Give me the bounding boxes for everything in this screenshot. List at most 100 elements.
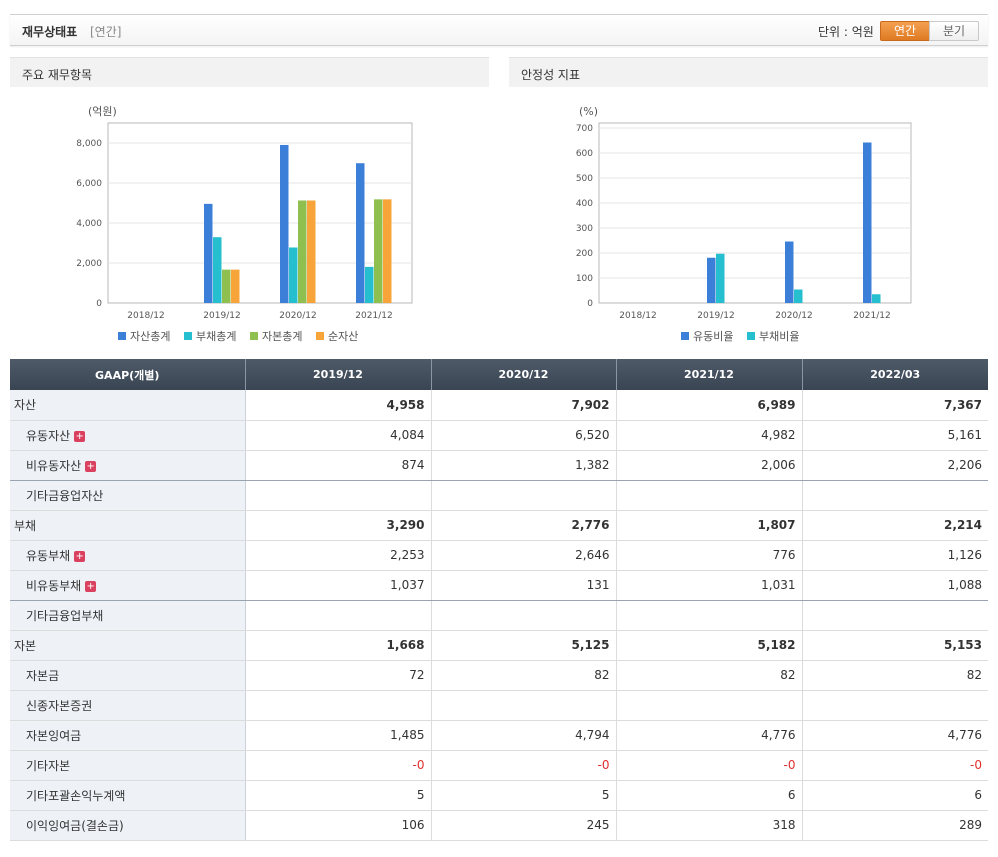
x-tick-label: 2019/12 (203, 311, 240, 321)
bar-순자산 (231, 269, 240, 303)
value-cell: 4,776 (802, 720, 988, 751)
expand-plus-icon[interactable]: + (74, 550, 86, 562)
value-cell (431, 690, 617, 721)
row-label: 비유동부채 (26, 578, 82, 593)
y-tick-label: 500 (576, 174, 593, 184)
table-row: 신종자본증권 (10, 690, 988, 721)
row-label: 기타금융업자산 (26, 488, 104, 503)
unit-label: 단위 : 억원 (818, 25, 874, 39)
period-subtitle: [연간] (90, 25, 122, 39)
row-label: 기타금융업부채 (26, 608, 104, 623)
table-row: 기타금융업자산 (10, 480, 988, 511)
major-items-chart: (억원) 0 2,000 4,000 6,000 8,000 2018/12 2019/12 2… (76, 105, 413, 343)
value-cell: 1,088 (802, 570, 988, 601)
value-cell: 289 (802, 810, 988, 841)
value-cell: 82 (802, 660, 988, 691)
table-row: 자본금 72 82 82 82 (10, 660, 988, 691)
y-tick-label: 2,000 (76, 259, 102, 269)
table-row: 자본 1,668 5,125 5,182 5,153 (10, 630, 988, 661)
value-cell: 4,084 (245, 420, 432, 451)
row-label: 유동부채 (26, 548, 71, 563)
table-row: 자산 4,958 7,902 6,989 7,367 (10, 390, 988, 421)
value-cell: 1,807 (616, 510, 803, 541)
x-tick-label: 2019/12 (697, 311, 734, 321)
value-cell: 6,520 (431, 420, 617, 451)
major-items-panel: 주요 재무항목 (억원) 0 2,000 4,000 6,000 8,000 2018/12… (10, 57, 489, 357)
value-cell: 2,646 (431, 540, 617, 571)
row-label-cell[interactable]: 유동자산 + (10, 420, 246, 451)
value-cell: 1,668 (245, 630, 432, 661)
row-label: 자산 (14, 398, 37, 413)
row-label-cell: 부채 (10, 510, 246, 541)
bar-부채비율 (872, 294, 881, 303)
value-cell: -0 (802, 750, 988, 781)
legend-label: 부채총계 (196, 330, 236, 343)
row-label: 기타자본 (26, 758, 71, 773)
value-cell: 1,485 (245, 720, 432, 751)
quarter-toggle-button[interactable]: 분기 (929, 21, 979, 41)
value-cell: 5 (431, 780, 617, 811)
expand-plus-icon[interactable]: + (74, 430, 86, 442)
table-row: 기타포괄손익누계액 5 5 6 6 (10, 780, 988, 811)
row-label: 비유동자산 (26, 458, 82, 473)
bar-자본총계 (374, 199, 383, 303)
row-label-cell[interactable]: 비유동자산 + (10, 450, 246, 481)
annual-toggle-button[interactable]: 연간 (880, 21, 930, 41)
legend-label: 자산총계 (130, 330, 170, 343)
value-cell: 4,982 (616, 420, 803, 451)
bar-자산총계 (356, 163, 365, 303)
x-tick-label: 2018/12 (127, 311, 164, 321)
value-cell: 776 (616, 540, 803, 571)
value-cell: 131 (431, 570, 617, 601)
legend-swatch (118, 332, 126, 340)
statement-title: 재무상태표 (22, 25, 78, 39)
value-cell: -0 (616, 750, 803, 781)
bar-부채비율 (794, 289, 803, 303)
legend-label: 부채비율 (759, 330, 799, 343)
value-cell: -0 (245, 750, 432, 781)
value-cell: 874 (245, 450, 432, 481)
row-label-cell[interactable]: 유동부채 + (10, 540, 246, 571)
x-tick-label: 2018/12 (619, 311, 656, 321)
y-axis-unit-label: (%) (579, 105, 598, 118)
value-cell: 82 (616, 660, 803, 691)
value-cell (245, 600, 432, 631)
row-label-cell: 자본잉여금 (10, 720, 246, 751)
expand-plus-icon[interactable]: + (85, 460, 97, 472)
bar-부채총계 (365, 266, 374, 303)
row-label-cell: 기타포괄손익누계액 (10, 780, 246, 811)
x-tick-label: 2021/12 (355, 311, 392, 321)
bar-부채총계 (289, 247, 298, 303)
value-cell: 72 (245, 660, 432, 691)
value-cell: 5,153 (802, 630, 988, 661)
value-cell: 2,206 (802, 450, 988, 481)
y-tick-label: 400 (576, 199, 593, 209)
bar-자산총계 (204, 203, 213, 303)
expand-plus-icon[interactable]: + (85, 580, 97, 592)
value-cell: 106 (245, 810, 432, 841)
column-header-standard: GAAP(개별) (10, 359, 246, 390)
y-tick-label: 100 (576, 274, 593, 284)
value-cell: 2,776 (431, 510, 617, 541)
value-cell (802, 600, 988, 631)
value-cell (431, 600, 617, 631)
legend-swatch (250, 332, 258, 340)
value-cell: 245 (431, 810, 617, 841)
table-row: 부채 3,290 2,776 1,807 2,214 (10, 510, 988, 541)
value-cell: 2,214 (802, 510, 988, 541)
value-cell (802, 690, 988, 721)
row-label-cell: 기타금융업부채 (10, 600, 246, 631)
y-tick-label: 600 (576, 149, 593, 159)
value-cell (616, 600, 803, 631)
table-row: 기타자본 -0 -0 -0 -0 (10, 750, 988, 781)
bar-유동비율 (707, 257, 716, 303)
table-row: 이익잉여금(결손금) 106 245 318 289 (10, 810, 988, 841)
statement-header: 재무상태표 [연간] 단위 : 억원 연간 분기 (10, 14, 988, 46)
stability-chart: (%) 0 100 200 300 400 500 600 700 2018/12 2019/12 2… (576, 105, 912, 343)
value-cell: 2,006 (616, 450, 803, 481)
y-tick-label: 0 (587, 299, 593, 309)
column-header-2022q1: 2022/03 (802, 359, 988, 390)
table-row: 자본잉여금 1,485 4,794 4,776 4,776 (10, 720, 988, 751)
legend-label: 순자산 (328, 330, 358, 343)
row-label-cell[interactable]: 비유동부채 + (10, 570, 246, 601)
